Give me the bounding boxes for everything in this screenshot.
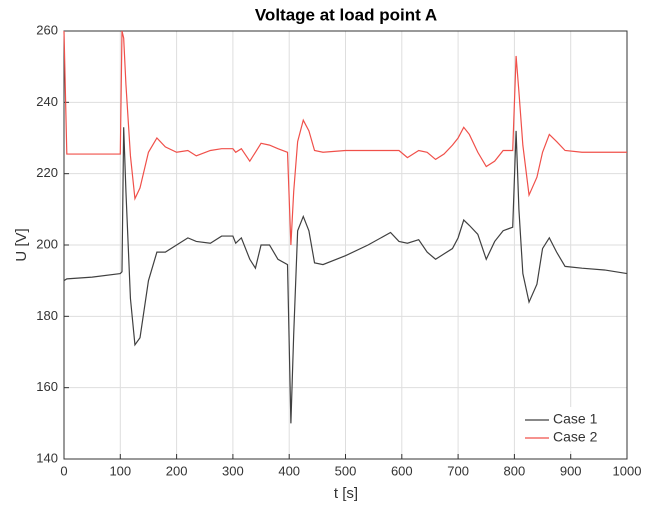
y-tick-label: 200	[36, 236, 58, 251]
x-tick-label: 200	[166, 463, 188, 478]
x-tick-label: 700	[447, 463, 469, 478]
data-line	[63, 30, 627, 246]
x-tick-label: 400	[278, 463, 300, 478]
y-tick-label: 220	[36, 165, 58, 180]
chart-title: Voltage at load point A	[255, 5, 437, 24]
x-tick-label: 100	[109, 463, 131, 478]
y-tick-label: 240	[36, 94, 58, 109]
x-tick-label: 300	[222, 463, 244, 478]
y-tick-label: 140	[36, 450, 58, 465]
y-tick-label: 260	[36, 22, 58, 37]
x-tick-label: 900	[560, 463, 582, 478]
data-line	[63, 127, 628, 424]
legend: Case 1 Case 2	[519, 407, 619, 451]
x-tick-label: 500	[335, 463, 357, 478]
legend-label: Case 1	[553, 411, 598, 427]
x-tick-label: 600	[391, 463, 413, 478]
x-tick-label: 800	[504, 463, 526, 478]
x-tick-label: 1000	[613, 463, 642, 478]
legend-box	[519, 407, 619, 451]
y-tick-label: 180	[36, 308, 58, 323]
y-tick-label: 160	[36, 379, 58, 394]
y-axis-label: U [V]	[13, 228, 30, 261]
x-tick-label: 0	[60, 463, 67, 478]
plot-frame	[63, 30, 628, 460]
legend-label: Case 2	[553, 429, 598, 445]
x-axis-label: t [s]	[334, 485, 358, 502]
